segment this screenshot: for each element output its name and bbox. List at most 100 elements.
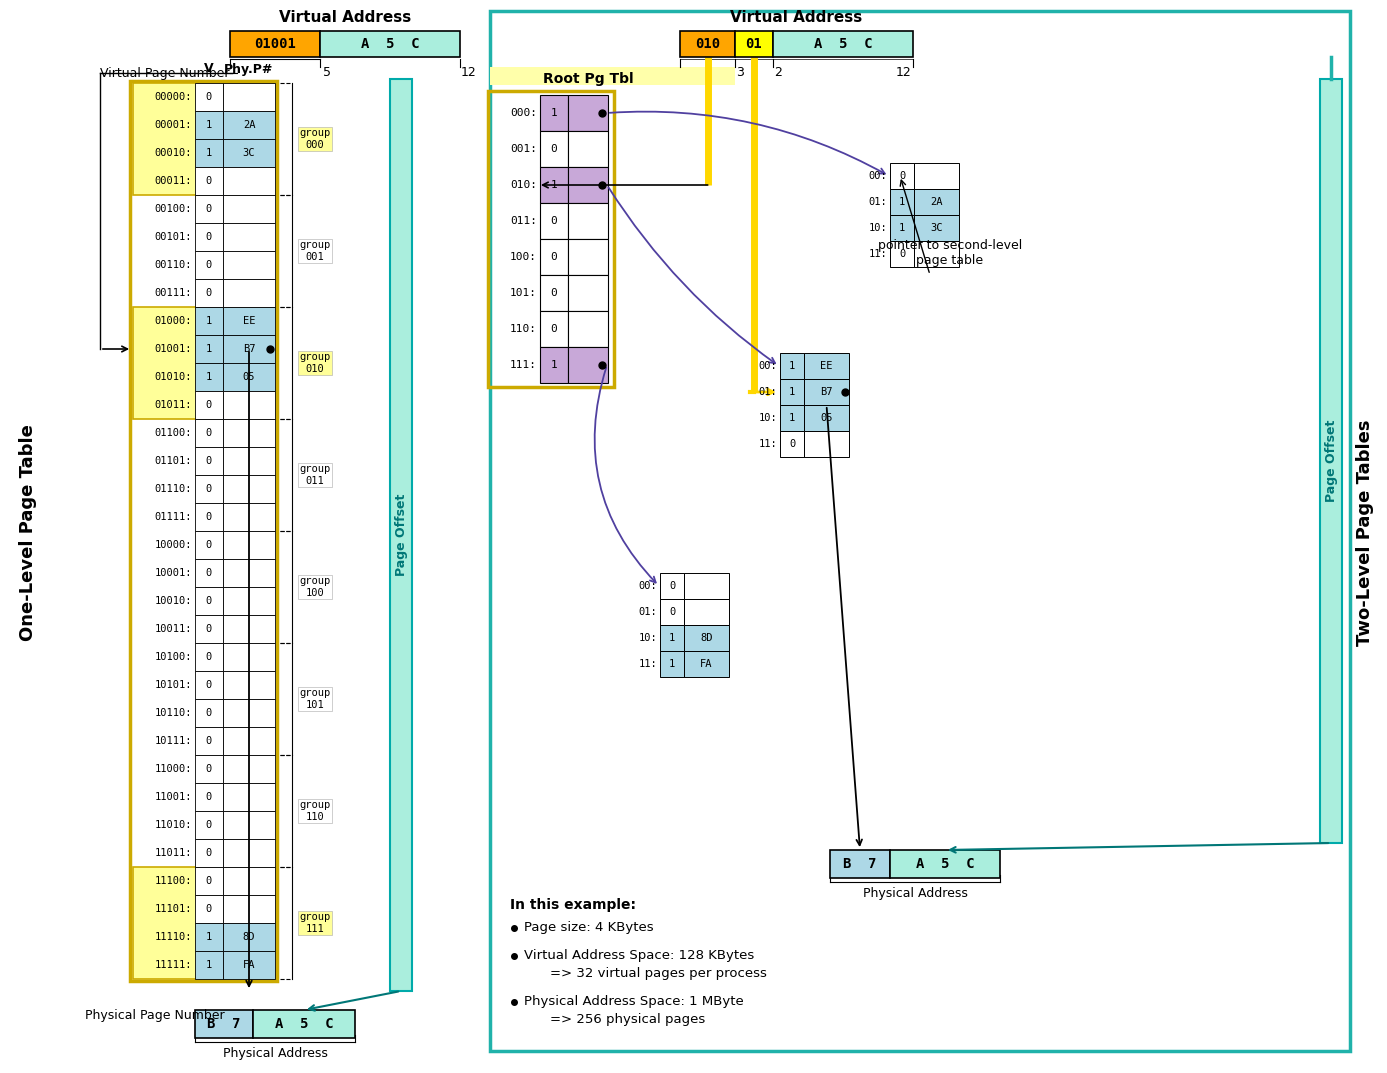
Text: group
111: group 111 (300, 912, 330, 934)
Text: 05: 05 (243, 372, 255, 382)
Bar (660, 599, 684, 624)
Bar (223, 727, 275, 755)
Text: 0: 0 (205, 568, 212, 578)
Text: 0: 0 (205, 484, 212, 494)
Text: 10010:: 10010: (154, 596, 191, 606)
Text: 1: 1 (789, 413, 795, 423)
Text: 0: 0 (205, 456, 212, 466)
Bar (223, 391, 275, 418)
Text: 01000:: 01000: (154, 317, 191, 326)
Bar (223, 418, 275, 447)
Text: 11010:: 11010: (154, 820, 191, 831)
Text: 010: 010 (695, 36, 720, 52)
Bar (223, 951, 275, 979)
Text: 1: 1 (205, 148, 212, 158)
Text: 00:: 00: (638, 580, 657, 591)
Bar (223, 503, 275, 531)
Text: 1: 1 (899, 223, 906, 233)
Text: 0: 0 (205, 260, 212, 270)
Bar (779, 379, 804, 405)
Text: 111:: 111: (510, 361, 537, 370)
Bar (130, 80, 277, 981)
Text: Virtual Address Space: 128 KBytes: Virtual Address Space: 128 KBytes (524, 950, 755, 962)
Text: group
010: group 010 (300, 352, 330, 373)
Bar (223, 895, 275, 923)
Bar (196, 531, 223, 559)
Text: 0: 0 (669, 607, 675, 617)
Bar (890, 850, 1000, 878)
Bar (223, 839, 275, 867)
Text: 00111:: 00111: (154, 288, 191, 298)
Text: FA: FA (700, 659, 713, 668)
Bar (223, 671, 275, 699)
Bar (196, 111, 223, 139)
Text: B  7: B 7 (207, 1017, 241, 1031)
Bar (490, 11, 1350, 1050)
Text: 1: 1 (669, 633, 675, 643)
Text: 00010:: 00010: (154, 148, 191, 158)
Text: group
101: group 101 (300, 688, 330, 710)
Bar (914, 163, 958, 189)
Text: 1: 1 (669, 659, 675, 668)
Bar (684, 573, 730, 599)
Bar (223, 167, 275, 195)
Bar (196, 951, 223, 979)
Bar (779, 405, 804, 431)
Text: 10110:: 10110: (154, 708, 191, 718)
Text: A  5  C: A 5 C (915, 857, 974, 871)
Bar (223, 531, 275, 559)
Bar (890, 163, 914, 189)
Bar (223, 923, 275, 951)
Text: A  5  C: A 5 C (275, 1017, 333, 1031)
Text: 00110:: 00110: (154, 260, 191, 270)
Text: 0: 0 (205, 92, 212, 102)
Text: 11011:: 11011: (154, 848, 191, 858)
Text: 12: 12 (460, 67, 477, 79)
Bar (540, 167, 569, 203)
Bar (569, 131, 608, 167)
Text: 01111:: 01111: (154, 512, 191, 521)
Bar (223, 279, 275, 307)
Bar (196, 503, 223, 531)
Text: 101:: 101: (510, 288, 537, 298)
Text: 00:: 00: (759, 361, 777, 371)
Text: 1: 1 (205, 317, 212, 326)
Text: 01:: 01: (638, 607, 657, 617)
Text: 110:: 110: (510, 324, 537, 334)
Text: 2A: 2A (243, 120, 255, 130)
Text: 11:: 11: (638, 659, 657, 668)
Bar (779, 353, 804, 379)
Bar (684, 599, 730, 624)
Bar (196, 895, 223, 923)
Bar (223, 195, 275, 223)
Text: 10100:: 10100: (154, 652, 191, 662)
Bar (196, 335, 223, 363)
Text: 1: 1 (789, 387, 795, 397)
Bar (223, 475, 275, 503)
Text: Page Offset: Page Offset (394, 494, 408, 576)
Text: 5: 5 (323, 67, 331, 79)
Bar (196, 195, 223, 223)
Text: 3C: 3C (931, 223, 943, 233)
Text: 12: 12 (895, 65, 911, 78)
Text: 05: 05 (820, 413, 832, 423)
Bar (684, 624, 730, 651)
Bar (660, 651, 684, 677)
Text: 10111:: 10111: (154, 736, 191, 746)
Text: 01001:: 01001: (154, 344, 191, 354)
Text: 01101:: 01101: (154, 456, 191, 466)
Text: group
000: group 000 (300, 128, 330, 150)
Text: group
001: group 001 (300, 240, 330, 262)
Text: 0: 0 (669, 580, 675, 591)
Bar (829, 850, 890, 878)
Bar (196, 418, 223, 447)
Bar (196, 783, 223, 811)
Bar (223, 307, 275, 335)
Bar (660, 573, 684, 599)
Text: 0: 0 (205, 680, 212, 690)
Text: 11100:: 11100: (154, 876, 191, 886)
Text: pointer to second-level
page table: pointer to second-level page table (878, 239, 1022, 267)
Text: 0: 0 (551, 144, 558, 155)
Text: 01011:: 01011: (154, 400, 191, 410)
Bar (223, 139, 275, 167)
